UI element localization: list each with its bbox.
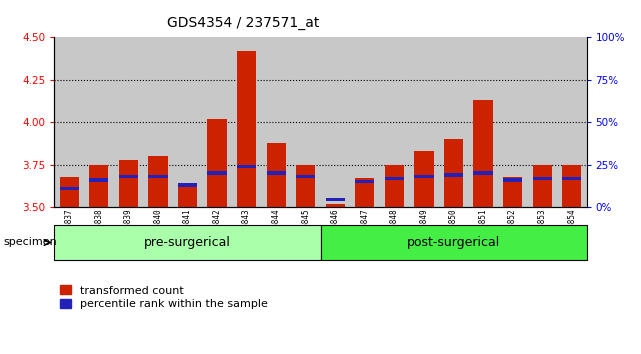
Bar: [444, 139, 463, 207]
Bar: [89, 165, 108, 207]
Bar: [148, 156, 167, 207]
Text: pre-surgerical: pre-surgerical: [144, 236, 231, 249]
Bar: [438, 37, 469, 207]
Bar: [409, 37, 438, 207]
Bar: [237, 165, 256, 168]
Bar: [562, 165, 581, 207]
Bar: [208, 119, 227, 207]
Bar: [237, 51, 256, 207]
Bar: [474, 171, 493, 175]
Bar: [119, 175, 138, 178]
Bar: [385, 165, 404, 207]
Bar: [143, 37, 172, 207]
Bar: [208, 171, 227, 175]
Bar: [119, 160, 138, 207]
Bar: [503, 178, 522, 182]
Bar: [60, 177, 79, 207]
Text: specimen: specimen: [3, 238, 57, 247]
Bar: [262, 37, 291, 207]
Bar: [89, 178, 108, 182]
Bar: [54, 225, 320, 260]
Bar: [533, 165, 552, 207]
Bar: [172, 37, 203, 207]
Bar: [444, 173, 463, 177]
Bar: [148, 175, 167, 178]
Bar: [379, 37, 409, 207]
Bar: [533, 177, 552, 180]
Bar: [355, 180, 374, 183]
Bar: [320, 225, 587, 260]
Bar: [296, 175, 315, 178]
Legend: transformed count, percentile rank within the sample: transformed count, percentile rank withi…: [60, 285, 268, 309]
Bar: [291, 37, 320, 207]
Bar: [528, 37, 557, 207]
Bar: [326, 198, 345, 201]
Bar: [320, 37, 350, 207]
Bar: [54, 37, 84, 207]
Bar: [326, 204, 345, 207]
Bar: [178, 183, 197, 207]
Bar: [503, 177, 522, 207]
Bar: [296, 165, 315, 207]
Bar: [267, 143, 286, 207]
Bar: [60, 187, 79, 190]
Bar: [557, 37, 587, 207]
Bar: [113, 37, 143, 207]
Bar: [178, 183, 197, 187]
Bar: [474, 100, 493, 207]
Text: post-surgerical: post-surgerical: [407, 236, 500, 249]
Bar: [414, 151, 433, 207]
Bar: [385, 177, 404, 180]
Bar: [498, 37, 528, 207]
Bar: [267, 171, 286, 175]
Bar: [469, 37, 498, 207]
Bar: [203, 37, 232, 207]
Text: GDS4354 / 237571_at: GDS4354 / 237571_at: [167, 16, 320, 30]
Bar: [350, 37, 379, 207]
Bar: [84, 37, 113, 207]
Bar: [355, 178, 374, 207]
Bar: [414, 175, 433, 178]
Bar: [562, 177, 581, 180]
Bar: [232, 37, 262, 207]
